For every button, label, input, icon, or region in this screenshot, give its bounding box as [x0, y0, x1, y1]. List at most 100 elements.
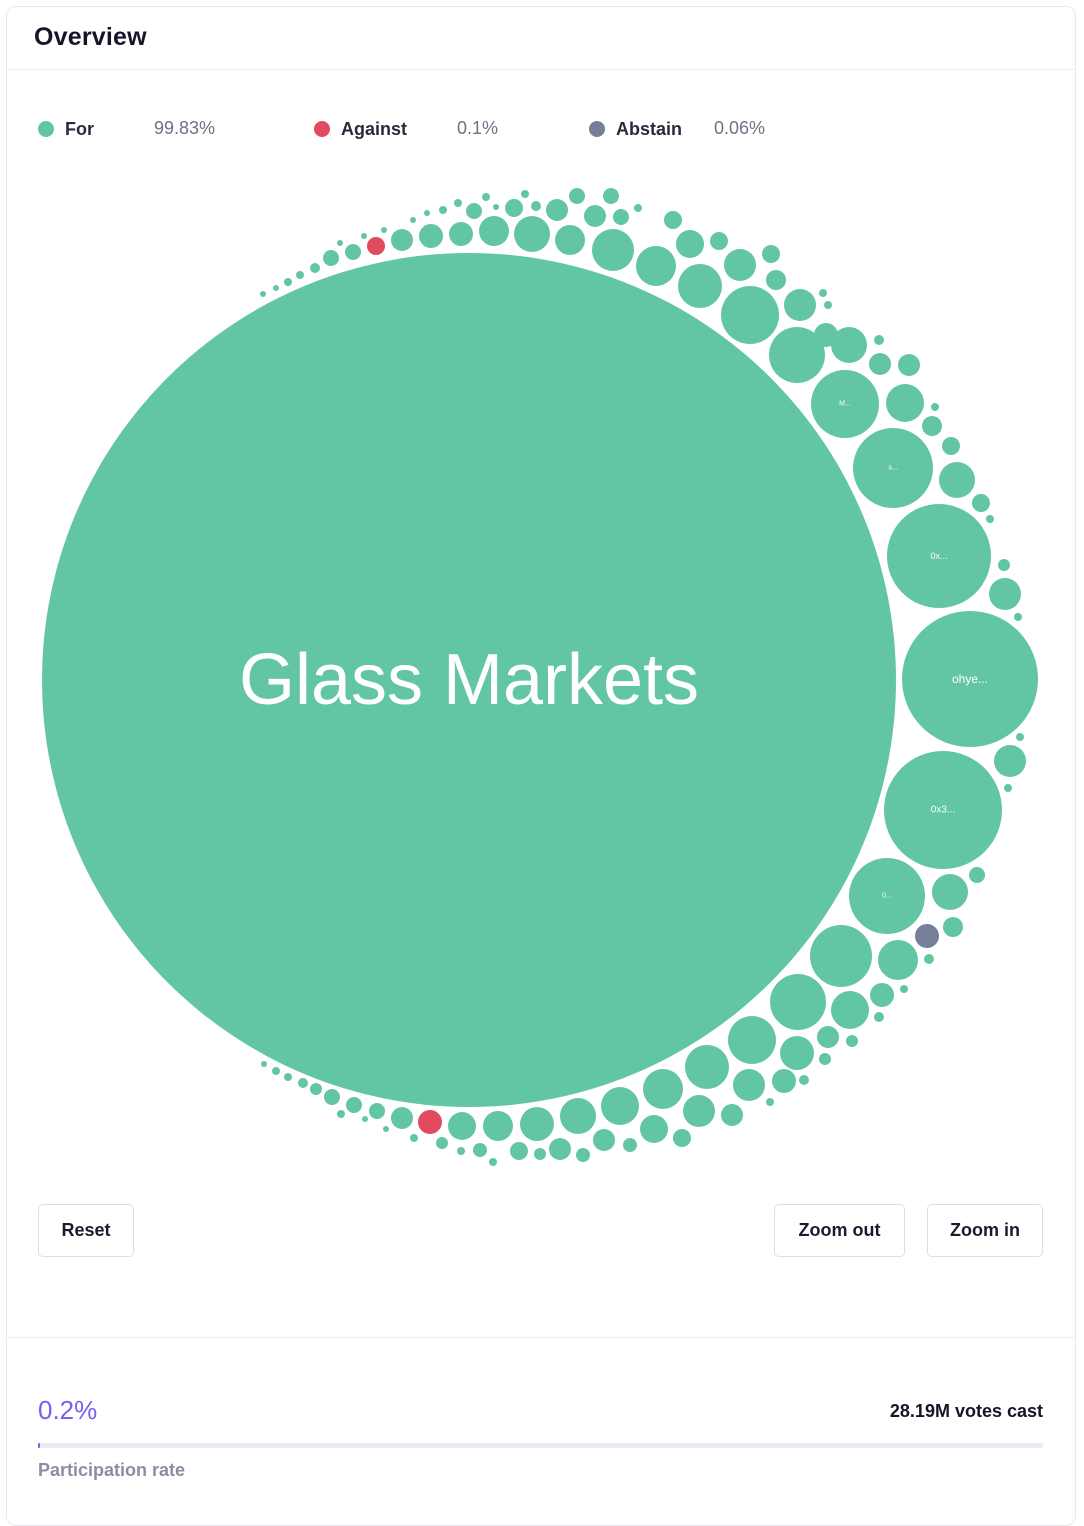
voter-bubble[interactable] — [683, 1095, 715, 1127]
voter-bubble[interactable] — [510, 1142, 528, 1160]
voter-bubble[interactable] — [623, 1138, 637, 1152]
voter-bubble[interactable] — [337, 240, 343, 246]
voter-bubble[interactable] — [972, 494, 990, 512]
voter-bubble[interactable] — [874, 335, 884, 345]
voter-bubble-for[interactable] — [811, 370, 879, 438]
zoom-in-button[interactable]: Zoom in — [927, 1204, 1043, 1257]
voter-bubble[interactable] — [483, 1111, 513, 1141]
voter-bubble[interactable] — [272, 1067, 280, 1075]
voter-bubble[interactable] — [310, 1083, 322, 1095]
voter-bubble[interactable] — [810, 925, 872, 987]
voter-bubble[interactable] — [721, 1104, 743, 1126]
voter-bubble[interactable] — [284, 1073, 292, 1081]
voter-bubble[interactable] — [846, 1035, 858, 1047]
voter-bubble[interactable] — [831, 327, 867, 363]
voter-bubble[interactable] — [762, 245, 780, 263]
voter-bubble-for[interactable] — [853, 428, 933, 508]
voter-bubble[interactable] — [898, 354, 920, 376]
voter-bubble[interactable] — [505, 199, 523, 217]
voter-bubble[interactable] — [900, 985, 908, 993]
voter-bubble[interactable] — [362, 1116, 368, 1122]
voter-bubble[interactable] — [989, 578, 1021, 610]
voter-bubble[interactable] — [819, 1053, 831, 1065]
voter-bubble[interactable] — [817, 1026, 839, 1048]
voter-bubble-chart[interactable]: Glass Markets ohye... 0x... 0x3... s... M... 0… — [0, 0, 1084, 1200]
voter-bubble[interactable] — [870, 983, 894, 1007]
voter-bubble[interactable] — [457, 1147, 465, 1155]
voter-bubble[interactable] — [874, 1012, 884, 1022]
voter-bubble[interactable] — [520, 1107, 554, 1141]
voter-bubble[interactable] — [489, 1158, 497, 1166]
voter-bubble[interactable] — [424, 210, 430, 216]
voter-bubble[interactable] — [391, 229, 413, 251]
voter-bubble[interactable] — [592, 229, 634, 271]
voter-bubble[interactable] — [1014, 613, 1022, 621]
voter-bubble[interactable] — [419, 224, 443, 248]
voter-bubble[interactable] — [733, 1069, 765, 1101]
voter-bubble[interactable] — [546, 199, 568, 221]
voter-bubble-for[interactable] — [887, 504, 991, 608]
voter-bubble[interactable] — [676, 230, 704, 258]
voter-bubble[interactable] — [361, 233, 367, 239]
voter-bubble[interactable] — [603, 188, 619, 204]
voter-bubble[interactable] — [780, 1036, 814, 1070]
voter-bubble[interactable] — [298, 1078, 308, 1088]
voter-bubble[interactable] — [878, 940, 918, 980]
reset-button[interactable]: Reset — [38, 1204, 134, 1257]
voter-bubble[interactable] — [986, 515, 994, 523]
zoom-out-button[interactable]: Zoom out — [774, 1204, 905, 1257]
voter-bubble[interactable] — [724, 249, 756, 281]
voter-bubble-for[interactable] — [884, 751, 1002, 869]
voter-bubble[interactable] — [799, 1075, 809, 1085]
voter-bubble[interactable] — [284, 278, 292, 286]
voter-bubble[interactable] — [381, 227, 387, 233]
voter-bubble-for[interactable] — [42, 253, 896, 1107]
voter-bubble[interactable] — [576, 1148, 590, 1162]
voter-bubble[interactable] — [728, 1016, 776, 1064]
voter-bubble[interactable] — [685, 1045, 729, 1089]
voter-bubble[interactable] — [260, 291, 266, 297]
voter-bubble[interactable] — [673, 1129, 691, 1147]
voter-bubble[interactable] — [569, 188, 585, 204]
voter-bubble[interactable] — [994, 745, 1026, 777]
voter-bubble[interactable] — [601, 1087, 639, 1125]
voter-bubble[interactable] — [482, 193, 490, 201]
voter-bubble[interactable] — [636, 246, 676, 286]
voter-bubble[interactable] — [273, 285, 279, 291]
voter-bubble[interactable] — [784, 289, 816, 321]
voter-bubble[interactable] — [869, 353, 891, 375]
voter-bubble[interactable] — [560, 1098, 596, 1134]
voter-bubble[interactable] — [454, 199, 462, 207]
voter-bubble[interactable] — [337, 1110, 345, 1118]
voter-bubble[interactable] — [678, 264, 722, 308]
voter-bubble[interactable] — [710, 232, 728, 250]
voter-bubble[interactable] — [932, 874, 968, 910]
voter-bubble[interactable] — [998, 559, 1010, 571]
voter-bubble[interactable] — [448, 1112, 476, 1140]
voter-bubble[interactable] — [296, 271, 304, 279]
voter-bubble[interactable] — [521, 190, 529, 198]
voter-bubble[interactable] — [939, 462, 975, 498]
voter-bubble-abstain[interactable] — [915, 924, 939, 948]
voter-bubble[interactable] — [345, 244, 361, 260]
voter-bubble-for[interactable] — [902, 611, 1038, 747]
voter-bubble[interactable] — [369, 1103, 385, 1119]
voter-bubble-against[interactable] — [418, 1110, 442, 1134]
voter-bubble[interactable] — [584, 205, 606, 227]
voter-bubble[interactable] — [772, 1069, 796, 1093]
voter-bubble[interactable] — [769, 327, 825, 383]
voter-bubble[interactable] — [593, 1129, 615, 1151]
voter-bubble[interactable] — [924, 954, 934, 964]
voter-bubble[interactable] — [436, 1137, 448, 1149]
voter-bubble[interactable] — [391, 1107, 413, 1129]
voter-bubble[interactable] — [969, 867, 985, 883]
voter-bubble[interactable] — [640, 1115, 668, 1143]
voter-bubble[interactable] — [721, 286, 779, 344]
voter-bubble[interactable] — [473, 1143, 487, 1157]
voter-bubble[interactable] — [922, 416, 942, 436]
voter-bubble[interactable] — [664, 211, 682, 229]
voter-bubble[interactable] — [613, 209, 629, 225]
voter-bubble[interactable] — [931, 403, 939, 411]
voter-bubble[interactable] — [1004, 784, 1012, 792]
voter-bubble[interactable] — [766, 1098, 774, 1106]
